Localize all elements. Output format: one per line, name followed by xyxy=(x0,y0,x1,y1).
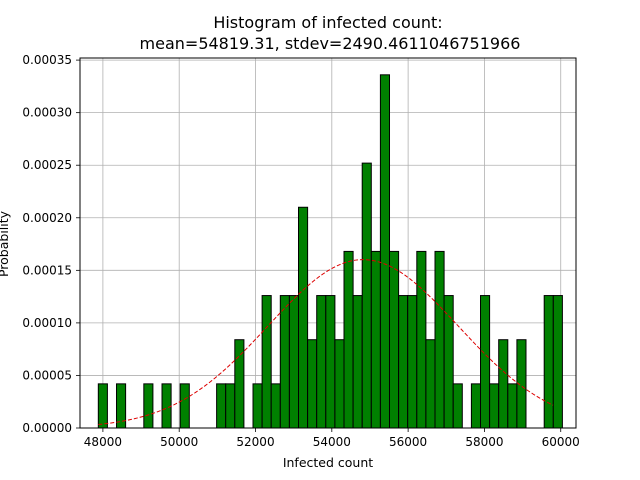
histogram-bar xyxy=(334,339,345,429)
histogram-bar xyxy=(161,383,172,429)
histogram-bar xyxy=(489,383,500,429)
histogram-bar xyxy=(398,295,409,429)
x-tick-label: 54000 xyxy=(313,435,351,449)
chart-title-line-1: Histogram of infected count: xyxy=(213,13,442,32)
chart-title-line-2: mean=54819.31, stdev=2490.4611046751966 xyxy=(140,34,521,53)
histogram-bar xyxy=(416,250,427,429)
histogram-bar xyxy=(452,383,463,429)
histogram-bar xyxy=(343,250,354,429)
histogram-bar xyxy=(279,295,290,429)
histogram-bar xyxy=(116,383,127,429)
histogram-bar xyxy=(216,383,227,429)
histogram-bar xyxy=(225,383,236,429)
x-tick-label: 48000 xyxy=(84,435,122,449)
histogram-bar xyxy=(270,383,281,429)
histogram-bar xyxy=(97,383,108,429)
histogram-bar xyxy=(307,339,318,429)
histogram-bar xyxy=(389,250,400,429)
histogram-bar xyxy=(470,383,482,429)
x-tick-label: 60000 xyxy=(542,435,580,449)
histogram-bar xyxy=(252,383,263,429)
y-tick-label: 0.00015 xyxy=(22,263,72,277)
histogram-bar xyxy=(143,383,154,429)
histogram-bar xyxy=(325,295,336,429)
histogram-bar xyxy=(261,295,272,429)
histogram-bar xyxy=(543,295,554,429)
histogram-bar xyxy=(425,339,436,429)
y-axis-label: Probability xyxy=(0,210,11,277)
histogram-bar xyxy=(316,295,327,429)
x-tick-label: 50000 xyxy=(160,435,198,449)
histogram-bar xyxy=(288,295,300,429)
histogram-bar xyxy=(352,295,363,429)
x-tick-label: 58000 xyxy=(465,435,503,449)
histogram-bar xyxy=(552,295,563,429)
y-tick-label: 0.00030 xyxy=(22,106,72,120)
histogram-bar xyxy=(361,162,372,429)
histogram-bar xyxy=(370,250,381,429)
y-tick-label: 0.00035 xyxy=(22,53,72,67)
x-tick-label: 52000 xyxy=(236,435,274,449)
y-tick-label: 0.00005 xyxy=(22,368,72,382)
normal-curve xyxy=(98,259,554,426)
histogram-bar xyxy=(507,383,518,429)
y-tick-label: 0.00025 xyxy=(22,158,72,172)
histogram-bar xyxy=(379,74,391,429)
ticks: 48000 50000 52000 54000 56000 58000 60000 0.000… xyxy=(22,53,579,449)
x-axis-label: Infected count xyxy=(283,455,373,470)
histogram-bar xyxy=(434,250,445,429)
histogram-bar xyxy=(480,295,491,429)
plot-frame xyxy=(79,57,577,429)
y-tick-label: 0.00000 xyxy=(22,421,72,435)
x-tick-label: 56000 xyxy=(389,435,427,449)
y-tick-label: 0.00020 xyxy=(22,211,72,225)
y-tick-label: 0.00010 xyxy=(22,316,72,330)
histogram-bar xyxy=(407,295,418,429)
histogram-bar xyxy=(498,339,509,429)
normal-curve-layer xyxy=(98,259,554,426)
histogram-bar xyxy=(298,206,309,429)
histogram-bar xyxy=(179,383,190,429)
